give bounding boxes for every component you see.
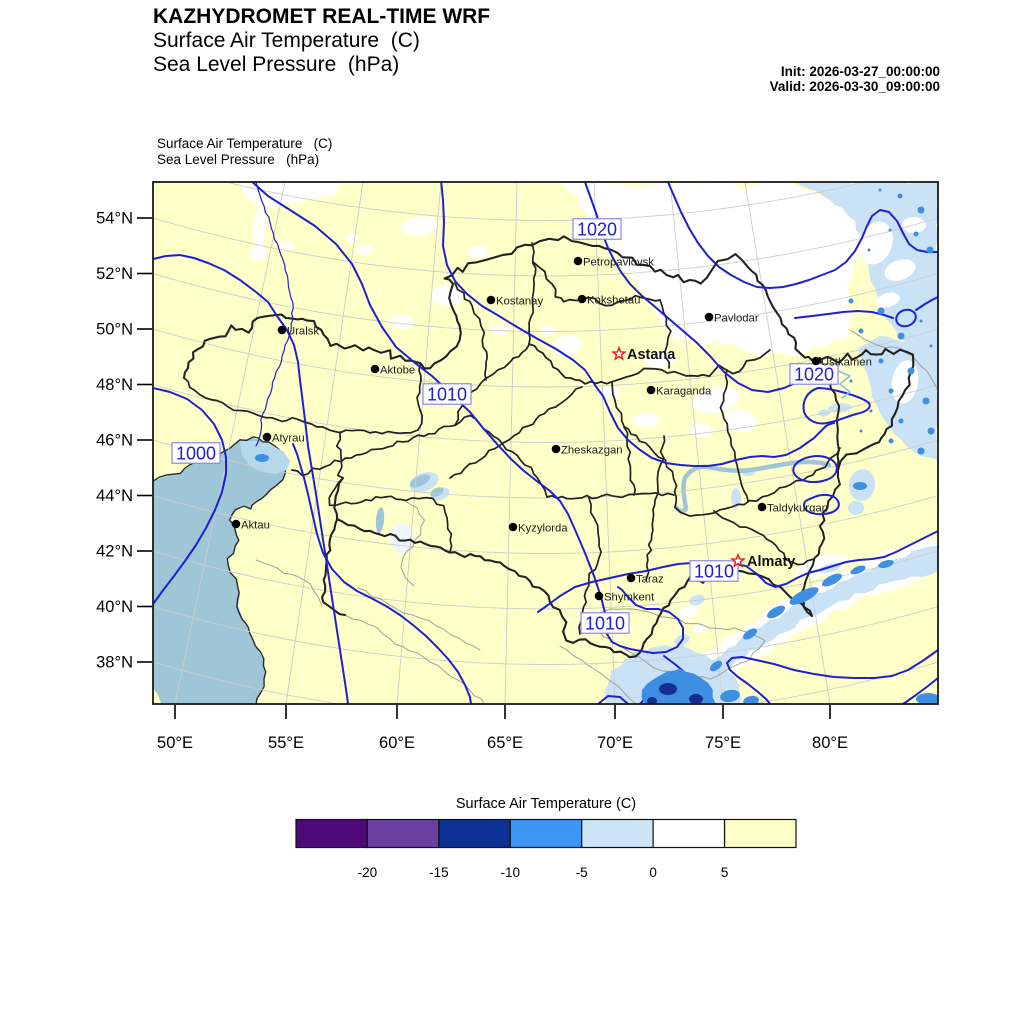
svg-text:Shymkent: Shymkent — [604, 592, 655, 604]
svg-text:Uralsk: Uralsk — [287, 326, 319, 338]
svg-text:1020: 1020 — [577, 220, 617, 240]
svg-text:Zheskazgan: Zheskazgan — [561, 445, 623, 457]
svg-text:40°N: 40°N — [96, 598, 133, 616]
svg-text:Kyzylorda: Kyzylorda — [518, 523, 568, 535]
svg-text:-5: -5 — [576, 865, 588, 880]
svg-text:Sea Level Pressure (hPa): Sea Level Pressure (hPa) — [157, 152, 319, 167]
svg-text:52°N: 52°N — [96, 265, 133, 283]
svg-text:Surface Air Temperature (C): Surface Air Temperature (C) — [456, 796, 636, 812]
svg-text:60°E: 60°E — [379, 734, 415, 752]
svg-text:Kokshetau: Kokshetau — [587, 295, 640, 307]
svg-text:KAZHYDROMET REAL-TIME WRF: KAZHYDROMET REAL-TIME WRF — [153, 5, 490, 28]
svg-text:Atyrau: Atyrau — [272, 433, 305, 445]
svg-text:Almaty: Almaty — [747, 554, 795, 570]
svg-text:1000: 1000 — [176, 444, 216, 464]
svg-text:Taraz: Taraz — [636, 574, 664, 586]
svg-text:Kostanay: Kostanay — [496, 296, 543, 308]
svg-text:Init: 2026-03-27_00:00:00: Init: 2026-03-27_00:00:00 — [781, 64, 940, 79]
svg-text:Ustkamen: Ustkamen — [821, 357, 872, 369]
svg-text:50°N: 50°N — [96, 321, 133, 339]
svg-text:80°E: 80°E — [812, 734, 848, 752]
svg-text:55°E: 55°E — [268, 734, 304, 752]
svg-text:Aktobe: Aktobe — [380, 365, 415, 377]
svg-text:1010: 1010 — [585, 614, 625, 634]
svg-text:1020: 1020 — [794, 365, 834, 385]
svg-text:Sea Level Pressure (hPa): Sea Level Pressure (hPa) — [153, 53, 399, 76]
svg-text:Karaganda: Karaganda — [656, 386, 712, 398]
svg-text:1010: 1010 — [694, 562, 734, 582]
svg-text:42°N: 42°N — [96, 543, 133, 561]
svg-text:Pavlodar: Pavlodar — [714, 313, 759, 325]
svg-text:38°N: 38°N — [96, 654, 133, 672]
svg-text:Aktau: Aktau — [241, 520, 270, 532]
svg-text:1010: 1010 — [427, 385, 467, 405]
svg-text:Astana: Astana — [627, 347, 676, 363]
svg-text:44°N: 44°N — [96, 487, 133, 505]
svg-text:Petropavlovsk: Petropavlovsk — [583, 257, 654, 269]
svg-text:70°E: 70°E — [597, 734, 633, 752]
svg-text:48°N: 48°N — [96, 376, 133, 394]
svg-text:-10: -10 — [501, 865, 521, 880]
svg-text:Taldykurgan: Taldykurgan — [767, 503, 828, 515]
svg-text:0: 0 — [649, 865, 657, 880]
svg-text:Surface Air Temperature (C): Surface Air Temperature (C) — [153, 29, 420, 52]
svg-text:-15: -15 — [429, 865, 449, 880]
svg-text:65°E: 65°E — [487, 734, 523, 752]
svg-text:Valid: 2026-03-30_09:00:00: Valid: 2026-03-30_09:00:00 — [770, 79, 940, 94]
svg-text:Surface Air Temperature (C): Surface Air Temperature (C) — [157, 136, 332, 151]
svg-text:5: 5 — [721, 865, 729, 880]
svg-text:46°N: 46°N — [96, 432, 133, 450]
svg-text:54°N: 54°N — [96, 210, 133, 228]
svg-text:-20: -20 — [358, 865, 378, 880]
svg-text:50°E: 50°E — [157, 734, 193, 752]
svg-text:75°E: 75°E — [705, 734, 741, 752]
